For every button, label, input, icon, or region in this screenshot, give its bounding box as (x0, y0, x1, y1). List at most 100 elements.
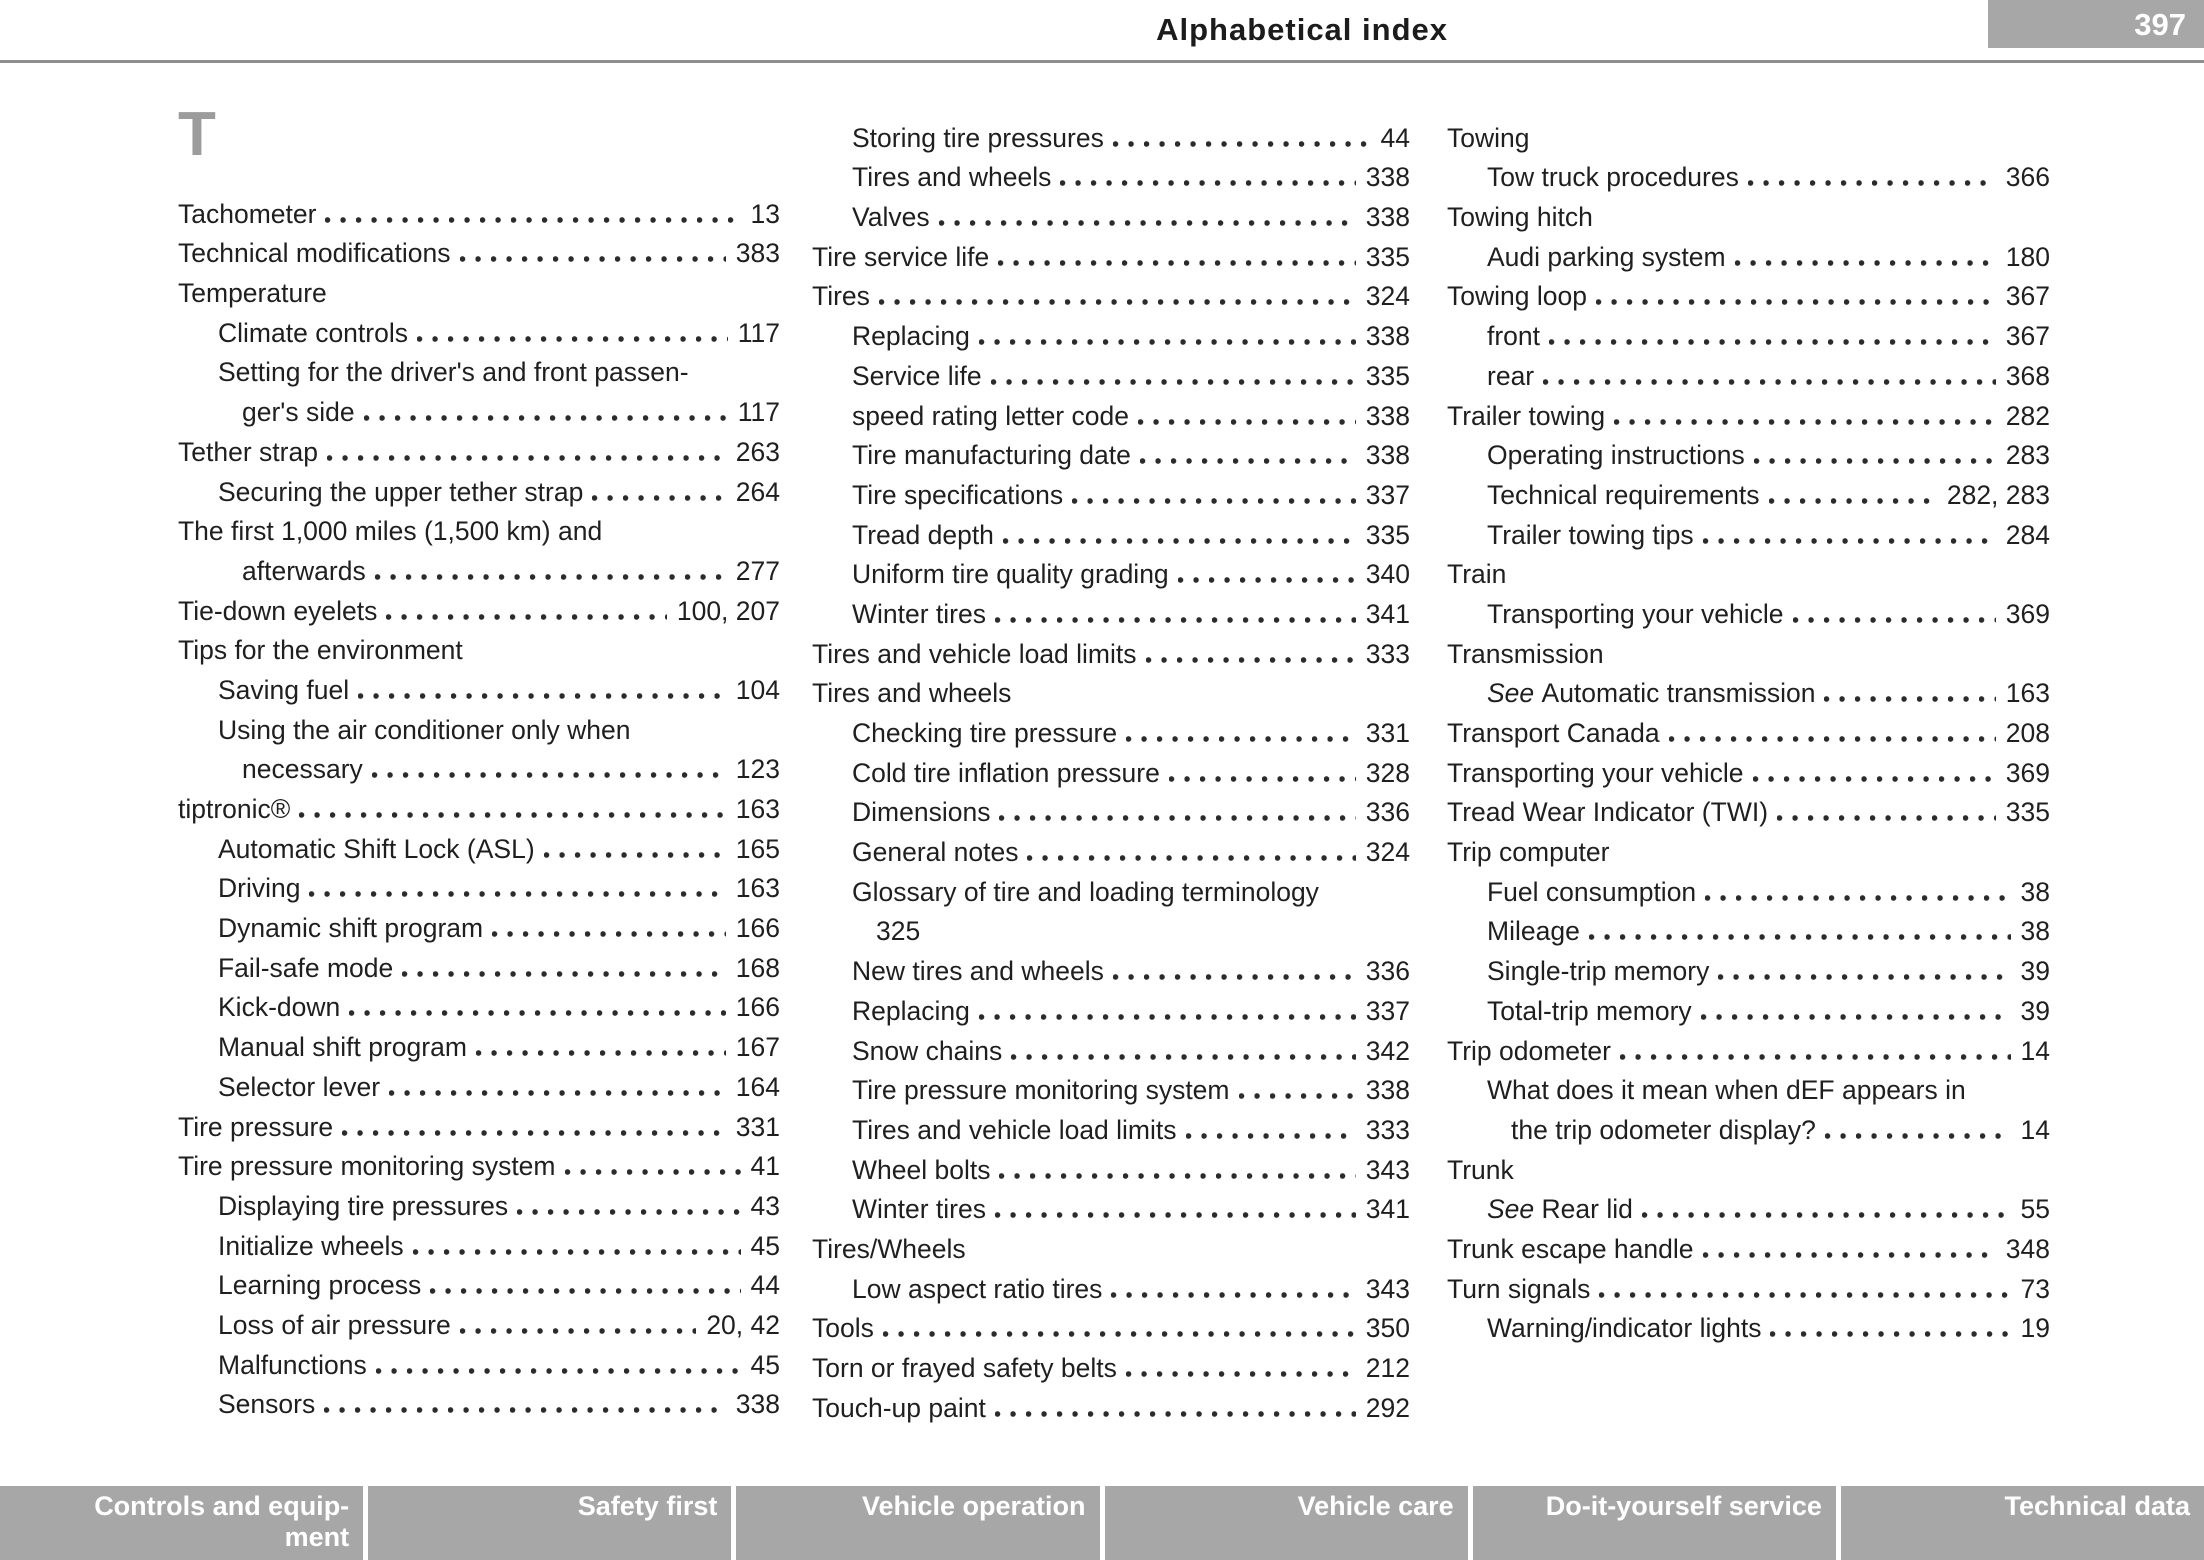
entry-page-number: 283 (2005, 440, 2050, 471)
index-entry: Tires and wheels (812, 670, 1410, 710)
entry-page-number: 264 (735, 476, 780, 507)
index-entry: Kick-down 166 (178, 984, 780, 1024)
dot-leader (1777, 815, 1996, 822)
dot-leader (459, 256, 726, 263)
entry-page-number: 39 (2020, 956, 2050, 987)
index-entry: Turn signals 73 (1447, 1265, 2050, 1305)
index-entry: See Rear lid 55 (1447, 1186, 2050, 1226)
index-entry: Glossary of tire and loading terminology (812, 868, 1410, 908)
index-column-2: Storing tire pressures 44 Tires and wheels… (812, 114, 1410, 1424)
dot-leader (363, 415, 728, 422)
entry-label: Malfunctions (218, 1349, 367, 1380)
entry-page-number: 39 (2020, 995, 2050, 1026)
index-entry: Wheel bolts 343 (812, 1146, 1410, 1186)
entry-label: Initialize wheels (218, 1230, 404, 1261)
index-entry: Tire manufacturing date 338 (812, 432, 1410, 472)
entry-page-number: 333 (1365, 1114, 1410, 1145)
footer-tab-safety-first: Safety first (368, 1486, 732, 1560)
entry-label: Trunk (1447, 1154, 1514, 1185)
dot-leader (1753, 458, 1996, 465)
index-entry: New tires and wheels 336 (812, 947, 1410, 987)
entry-label: See Automatic transmission (1487, 678, 1816, 709)
footer-tab-label: Controls and equip-ment (94, 1491, 350, 1552)
index-entry: Tie-down eyelets 100, 207 (178, 587, 780, 627)
index-entry: Tires/Wheels (812, 1225, 1410, 1265)
dot-leader (1112, 140, 1371, 147)
entry-page-number: 338 (1365, 162, 1410, 193)
entry-page-number: 14 (2020, 1035, 2050, 1066)
dot-leader (882, 1331, 1356, 1338)
entry-page-number: 167 (735, 1032, 780, 1063)
entry-label: Towing (1447, 122, 1530, 153)
dot-leader (998, 259, 1356, 266)
entry-page-number: 338 (1365, 321, 1410, 352)
dot-leader (374, 573, 726, 580)
dot-leader (475, 1050, 726, 1057)
dot-leader (999, 815, 1356, 822)
dot-leader (1543, 378, 1996, 385)
footer-tab-label: Vehicle operation (861, 1491, 1086, 1521)
entry-label: Temperature (178, 278, 327, 309)
entry-label: speed rating letter code (852, 400, 1129, 431)
page-title: Alphabetical index (1156, 12, 1448, 47)
entry-label: Touch-up paint (812, 1392, 986, 1423)
dot-leader (375, 1367, 741, 1374)
index-entry: Technical requirements 282, 283 (1447, 471, 2050, 511)
footer-tab-label: Do-it-yourself service (1545, 1491, 1822, 1521)
index-entry: Touch-up paint 292 (812, 1384, 1410, 1424)
entry-page-number: 350 (1365, 1313, 1410, 1344)
index-entry: Transporting your vehicle 369 (1447, 590, 2050, 630)
entry-page-number: 263 (735, 436, 780, 467)
dot-leader (1168, 775, 1356, 782)
entry-label: Transmission (1447, 638, 1604, 669)
entry-page-number: 44 (1380, 122, 1410, 153)
entry-page-number: 366 (2005, 162, 2050, 193)
index-entry: The first 1,000 miles (1,500 km) and (178, 508, 780, 548)
index-entry: Technical modifications 383 (178, 230, 780, 270)
entry-label: Using the air conditioner only when (218, 714, 631, 745)
entry-label: Dimensions (852, 797, 991, 828)
entry-page-number: 328 (1365, 757, 1410, 788)
entry-label: Transporting your vehicle (1447, 757, 1744, 788)
index-column-1: Tachometer 13 Technical modifications 383 Te… (178, 190, 780, 1420)
index-entry: Fuel consumption 38 (1447, 868, 2050, 908)
dot-leader (324, 1407, 726, 1414)
index-entry: Uniform tire quality grading 340 (812, 551, 1410, 591)
entry-label: Climate controls (218, 317, 408, 348)
index-entry: Tow truck procedures 366 (1447, 154, 2050, 194)
entry-label: Towing loop (1447, 281, 1587, 312)
index-entry: necessary 123 (178, 746, 780, 786)
entry-label: Tires (812, 281, 870, 312)
footer-tabs: Controls and equip-ment Safety first Vehic… (0, 1486, 2204, 1560)
entry-label: Towing hitch (1447, 202, 1593, 233)
entry-page-number: 343 (1365, 1154, 1410, 1185)
entry-page-number: 282, 283 (1946, 479, 2050, 510)
index-entry: Trip odometer 14 (1447, 1027, 2050, 1067)
index-entry: Towing hitch (1447, 193, 2050, 233)
entry-label: Transporting your vehicle (1487, 598, 1784, 629)
index-entry: Dimensions 336 (812, 789, 1410, 829)
dot-leader (402, 970, 726, 977)
entry-page-number: 38 (2020, 876, 2050, 907)
index-entry: Tools 350 (812, 1305, 1410, 1345)
entry-label: Tires/Wheels (812, 1233, 966, 1264)
index-entry: Total-trip memory 39 (1447, 987, 2050, 1027)
section-letter: T (178, 100, 216, 169)
index-entry: 325 (812, 908, 1410, 948)
entry-page-number: 163 (735, 794, 780, 824)
index-entry: Towing (1447, 114, 2050, 154)
footer-tab-label: Safety first (577, 1491, 718, 1521)
entry-page-number: 123 (735, 754, 780, 785)
dot-leader (995, 1212, 1356, 1219)
entry-label: Single-trip memory (1487, 956, 1710, 987)
entry-page-number: 335 (1365, 241, 1410, 272)
entry-page-number: 338 (1365, 400, 1410, 431)
index-entry: Torn or frayed safety belts 212 (812, 1344, 1410, 1384)
entry-label: Tires and vehicle load limits (812, 638, 1137, 669)
entry-label: Saving fuel (218, 674, 350, 705)
dot-leader (564, 1169, 741, 1176)
index-entry: Storing tire pressures 44 (812, 114, 1410, 154)
entry-label: the trip odometer display? (1511, 1114, 1816, 1145)
entry-page-number: 292 (1365, 1392, 1410, 1423)
entry-label: Train (1447, 559, 1507, 590)
